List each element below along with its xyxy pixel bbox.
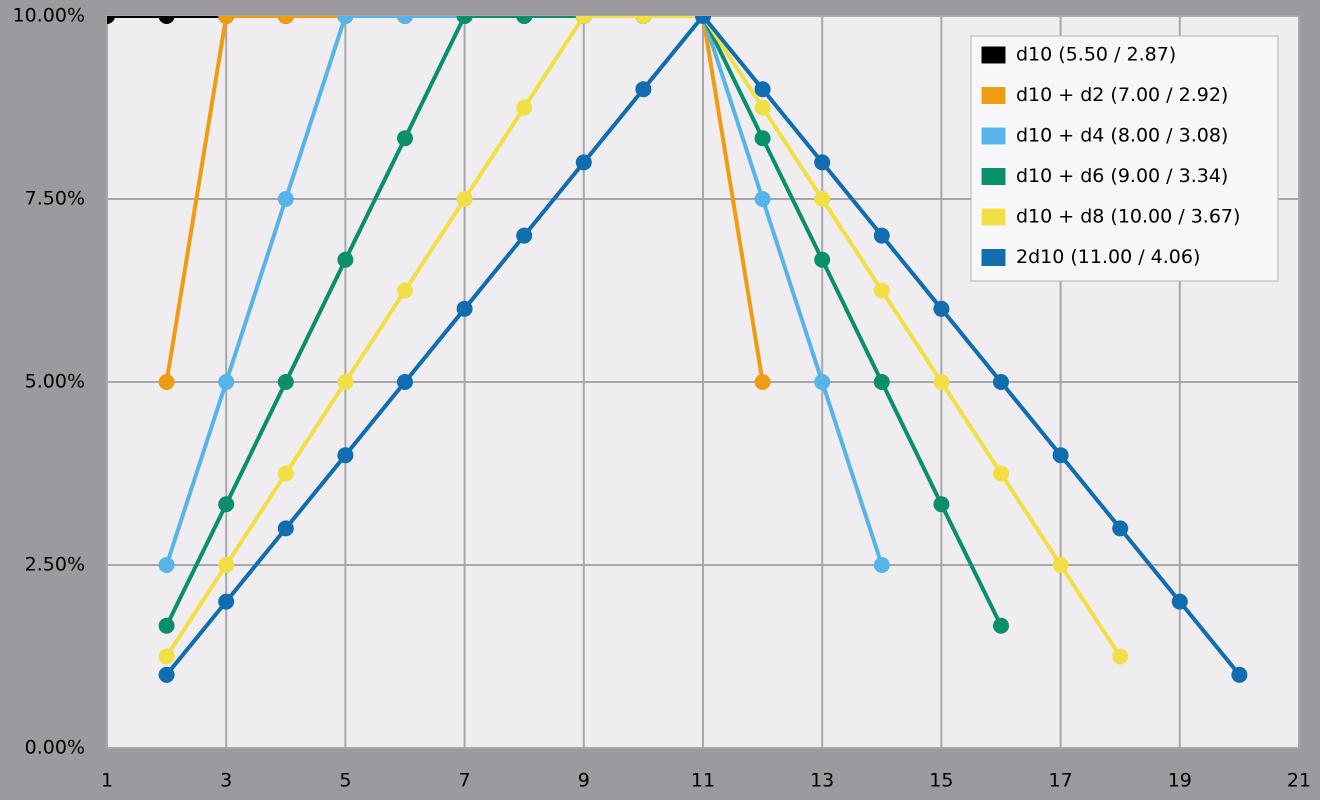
data-point: [754, 191, 771, 207]
data-point: [1052, 447, 1069, 464]
data-point: [158, 557, 175, 573]
legend-swatch: [980, 86, 1007, 105]
data-point: [158, 374, 175, 390]
data-point: [218, 557, 235, 573]
data-point: [218, 16, 235, 24]
data-point: [993, 374, 1009, 390]
data-point: [277, 374, 294, 390]
data-point: [993, 465, 1009, 482]
x-tick-label: 9: [578, 770, 590, 792]
legend-box: [970, 35, 1279, 282]
legend-label: 2d10 (11.00 / 4.06): [1016, 246, 1200, 268]
data-point: [158, 666, 175, 683]
x-tick-label: 17: [1049, 770, 1073, 792]
y-tick-label: 2.50%: [25, 554, 85, 576]
data-point: [1171, 593, 1188, 610]
data-point: [337, 16, 354, 24]
data-point: [933, 496, 950, 513]
data-point: [277, 191, 294, 207]
legend-label: d10 + d8 (10.00 / 3.67): [1016, 206, 1240, 228]
x-tick-label: 5: [339, 770, 351, 792]
legend-label: d10 + d6 (9.00 / 3.34): [1016, 165, 1228, 187]
data-point: [1231, 666, 1248, 683]
data-point: [754, 130, 771, 147]
data-point: [754, 374, 771, 390]
data-point: [397, 16, 413, 24]
data-point: [158, 648, 175, 665]
data-point: [1052, 557, 1069, 573]
data-point: [218, 496, 235, 513]
legend-swatch: [980, 126, 1007, 146]
data-point: [456, 300, 473, 317]
x-tick-label: 1: [101, 770, 113, 792]
x-tick-label: 19: [1168, 770, 1192, 792]
data-point: [277, 16, 294, 24]
data-point: [218, 593, 235, 610]
data-point: [516, 99, 533, 116]
x-tick-label: 3: [220, 770, 232, 792]
data-point: [814, 251, 831, 268]
data-point: [873, 282, 890, 299]
data-point: [337, 374, 354, 390]
data-point: [873, 227, 890, 244]
data-point: [397, 282, 413, 299]
data-point: [814, 374, 831, 390]
series-line: [164, 16, 1122, 658]
data-point: [456, 191, 473, 207]
x-tick-label: 21: [1287, 770, 1311, 792]
data-point: [107, 16, 115, 24]
data-point: [635, 16, 652, 24]
data-point: [277, 465, 294, 482]
data-point: [814, 191, 831, 207]
y-tick-label: 5.00%: [25, 371, 85, 393]
data-point: [516, 227, 533, 244]
legend-swatch: [980, 207, 1007, 227]
data-point: [575, 16, 592, 24]
data-point: [1112, 520, 1129, 537]
legend-swatch: [980, 248, 1007, 267]
legend-swatch: [980, 45, 1007, 65]
legend-label: d10 (5.50 / 2.87): [1016, 44, 1176, 66]
data-point: [218, 374, 235, 390]
data-point: [456, 16, 473, 24]
y-tick-label: 0.00%: [25, 737, 85, 759]
data-point: [754, 99, 771, 116]
y-tick-label: 10.00%: [13, 5, 85, 27]
data-point: [158, 617, 175, 634]
legend-label: d10 + d2 (7.00 / 2.92): [1016, 84, 1228, 106]
x-tick-label: 15: [929, 770, 953, 792]
data-point: [754, 81, 771, 98]
x-tick-label: 13: [810, 770, 834, 792]
data-point: [158, 16, 175, 24]
legend-label: d10 + d4 (8.00 / 3.08): [1016, 125, 1228, 147]
data-point: [873, 374, 890, 390]
data-point: [695, 16, 711, 24]
data-point: [397, 130, 413, 147]
data-point: [933, 300, 950, 317]
data-point: [277, 520, 294, 537]
data-point: [933, 374, 950, 390]
data-point: [1112, 648, 1129, 665]
data-point: [575, 154, 592, 171]
legend-swatch: [980, 167, 1007, 186]
data-point: [337, 447, 354, 464]
y-tick-label: 7.50%: [25, 188, 85, 210]
data-point: [635, 81, 652, 98]
x-tick-label: 7: [459, 770, 471, 792]
data-point: [873, 557, 890, 573]
series-line: [164, 16, 1003, 627]
data-point: [516, 16, 533, 24]
data-point: [814, 154, 831, 171]
data-point: [397, 374, 413, 390]
data-point: [337, 251, 354, 268]
data-point: [993, 617, 1009, 634]
x-tick-label: 11: [691, 770, 715, 792]
